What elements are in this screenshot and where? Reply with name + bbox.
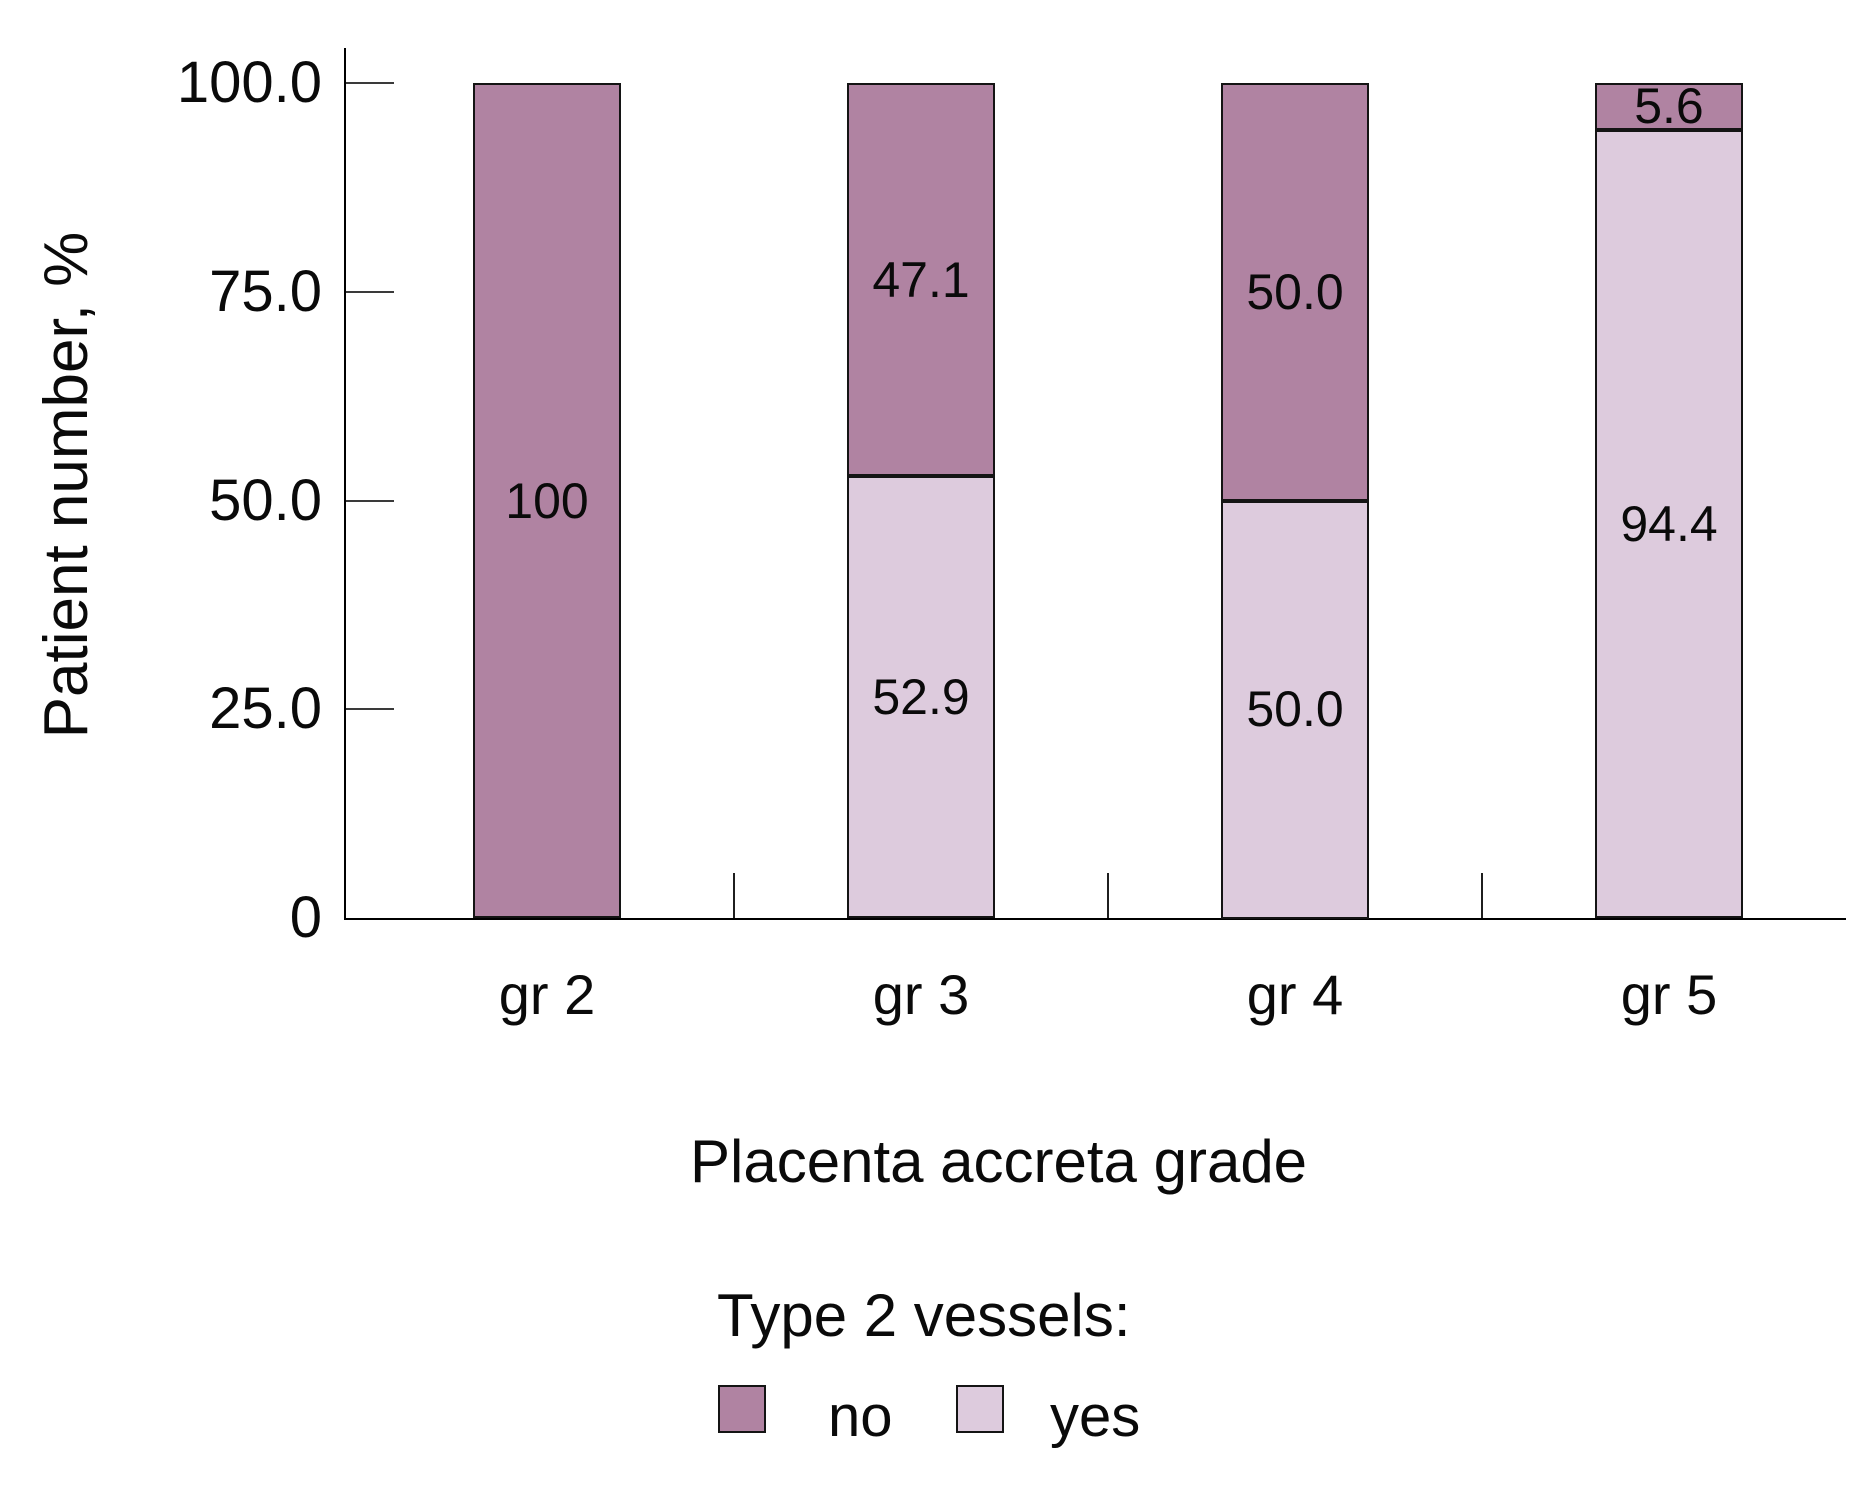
bar-segment-no-gr3 <box>847 83 995 476</box>
bar-segment-yes-gr5 <box>1595 130 1743 918</box>
y-axis-line <box>344 48 346 920</box>
bar-segment-value-label: 100 <box>505 473 589 529</box>
y-tick-label: 75.0 <box>209 259 322 324</box>
x-category-label: gr 4 <box>1246 963 1344 1026</box>
bar-segment-value-label: 94.4 <box>1620 496 1718 552</box>
x-category-label: gr 3 <box>872 963 970 1026</box>
bar-segment-value-label: 5.6 <box>1634 78 1704 134</box>
y-tick-label: 0 <box>289 885 322 950</box>
category-separator-tick <box>1107 873 1109 918</box>
x-category-label: gr 2 <box>498 963 596 1026</box>
x-axis-title: Placenta accreta grade <box>690 1128 1308 1195</box>
bar-segment-no-gr2 <box>473 83 621 918</box>
bar-segment-yes-gr4 <box>1221 501 1369 919</box>
x-category-label: gr 5 <box>1620 963 1718 1026</box>
legend-title: Type 2 vessels: <box>717 1282 1131 1349</box>
bar-segment-no-gr4 <box>1221 83 1369 501</box>
x-axis-line <box>344 918 1846 920</box>
category-separator-tick <box>733 873 735 918</box>
category-separator-tick <box>1481 873 1483 918</box>
y-tick <box>346 82 394 84</box>
bar-segment-value-label: 52.9 <box>872 669 970 725</box>
y-tick-label: 50.0 <box>209 468 322 533</box>
y-tick <box>346 291 394 293</box>
bar-segment-value-label: 50.0 <box>1246 681 1344 737</box>
bar-segment-yes-gr3 <box>847 476 995 918</box>
bar-segment-value-label: 50.0 <box>1246 264 1344 320</box>
y-tick <box>346 500 394 502</box>
legend-label-no: no <box>828 1384 893 1449</box>
bar-segment-no-gr5 <box>1595 83 1743 130</box>
legend-label-yes: yes <box>1050 1384 1141 1449</box>
bar-segment-value-label: 47.1 <box>872 252 970 308</box>
legend-swatch-yes <box>956 1385 1004 1433</box>
y-tick-label: 100.0 <box>176 50 322 115</box>
y-tick-label: 25.0 <box>209 676 322 741</box>
legend-swatch-no <box>718 1385 766 1433</box>
y-tick <box>346 708 394 710</box>
